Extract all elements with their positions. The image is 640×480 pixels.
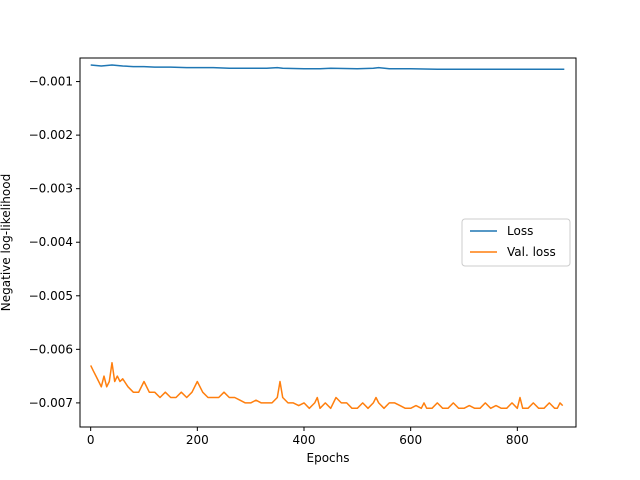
y-axis: −0.007 −0.006 −0.005 −0.004 −0.003 −0.002 −0.0…	[29, 75, 80, 410]
legend-label: Val. loss	[507, 245, 556, 259]
y-tick-label: −0.003	[29, 182, 73, 196]
legend: Loss Val. loss	[461, 218, 571, 267]
legend-label: Loss	[507, 224, 533, 238]
series-line-loss	[90, 64, 565, 70]
x-tick-label: 0	[87, 433, 95, 447]
x-tick-label: 600	[399, 433, 422, 447]
series-line-val-loss	[90, 361, 564, 410]
x-tick-label: 200	[186, 433, 209, 447]
y-tick-label: −0.006	[29, 342, 73, 356]
plot-area	[90, 64, 565, 410]
y-tick-label: −0.001	[29, 75, 73, 89]
y-tick-label: −0.005	[29, 289, 73, 303]
y-tick-label: −0.004	[29, 235, 73, 249]
x-tick-label: 800	[506, 433, 529, 447]
y-axis-label: Negative log-likelihood	[0, 174, 13, 311]
x-tick-label: 400	[293, 433, 316, 447]
x-axis-label: Epochs	[307, 451, 350, 465]
y-tick-label: −0.007	[29, 396, 73, 410]
y-tick-label: −0.002	[29, 128, 73, 142]
x-axis: 0 200 400 600 800	[87, 427, 529, 447]
